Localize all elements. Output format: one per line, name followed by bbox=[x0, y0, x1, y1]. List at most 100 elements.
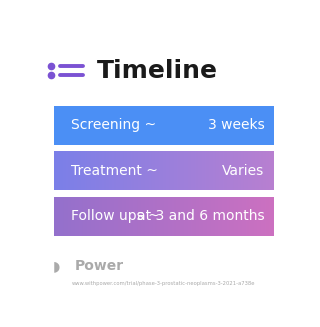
Bar bbox=[269, 106, 270, 145]
Bar bbox=[149, 106, 150, 145]
Bar bbox=[222, 106, 223, 145]
Bar bbox=[267, 106, 268, 145]
Bar bbox=[139, 197, 140, 236]
Bar bbox=[114, 197, 115, 236]
Bar bbox=[188, 151, 189, 190]
Bar bbox=[64, 106, 65, 145]
Bar bbox=[186, 106, 187, 145]
Text: Treatment ~: Treatment ~ bbox=[71, 164, 158, 178]
Bar bbox=[113, 151, 114, 190]
Bar bbox=[128, 151, 129, 190]
Bar bbox=[167, 106, 168, 145]
Bar bbox=[171, 197, 172, 236]
Bar bbox=[74, 197, 75, 236]
Bar bbox=[75, 151, 76, 190]
Bar bbox=[173, 106, 174, 145]
Bar bbox=[75, 106, 76, 145]
Bar bbox=[209, 106, 210, 145]
Bar bbox=[212, 151, 213, 190]
Bar bbox=[198, 151, 199, 190]
Bar bbox=[62, 197, 63, 236]
Bar bbox=[271, 151, 272, 190]
Bar bbox=[176, 197, 177, 236]
Bar bbox=[146, 151, 147, 190]
Bar bbox=[258, 197, 259, 236]
Bar bbox=[184, 151, 185, 190]
Bar bbox=[110, 151, 111, 190]
Bar bbox=[101, 106, 102, 145]
Bar bbox=[135, 197, 136, 236]
Bar bbox=[175, 151, 176, 190]
Bar bbox=[131, 151, 132, 190]
Bar bbox=[171, 106, 172, 145]
Bar bbox=[259, 151, 260, 190]
Bar bbox=[148, 151, 149, 190]
Bar bbox=[165, 197, 166, 236]
Bar bbox=[83, 197, 84, 236]
Bar bbox=[200, 197, 201, 236]
Bar bbox=[240, 106, 241, 145]
Bar bbox=[95, 151, 96, 190]
Bar bbox=[154, 106, 155, 145]
Bar bbox=[59, 106, 60, 145]
Bar bbox=[192, 106, 193, 145]
Bar bbox=[153, 106, 154, 145]
Bar bbox=[125, 106, 126, 145]
Bar bbox=[66, 106, 67, 145]
Bar bbox=[54, 106, 55, 145]
Bar bbox=[226, 197, 227, 236]
Bar bbox=[228, 106, 229, 145]
Bar bbox=[237, 106, 238, 145]
Bar bbox=[158, 197, 159, 236]
Bar bbox=[143, 106, 144, 145]
Bar bbox=[82, 197, 83, 236]
Bar bbox=[220, 106, 221, 145]
Bar bbox=[92, 197, 93, 236]
Bar bbox=[210, 151, 211, 190]
Bar bbox=[238, 197, 239, 236]
Bar bbox=[91, 106, 92, 145]
Bar bbox=[135, 106, 136, 145]
Bar bbox=[96, 151, 97, 190]
Bar bbox=[113, 197, 114, 236]
Bar bbox=[172, 106, 173, 145]
Bar bbox=[194, 106, 195, 145]
Bar bbox=[195, 151, 196, 190]
Bar bbox=[130, 197, 131, 236]
Bar bbox=[188, 197, 189, 236]
Text: at 3 and 6 months: at 3 and 6 months bbox=[137, 209, 264, 223]
Bar bbox=[272, 197, 273, 236]
Bar bbox=[258, 106, 259, 145]
Bar bbox=[216, 151, 217, 190]
Bar bbox=[137, 151, 138, 190]
Bar bbox=[257, 106, 258, 145]
Bar bbox=[58, 106, 59, 145]
Bar bbox=[189, 106, 190, 145]
Bar bbox=[204, 106, 205, 145]
Bar bbox=[207, 197, 208, 236]
Bar bbox=[244, 197, 245, 236]
Bar bbox=[60, 151, 61, 190]
Bar bbox=[253, 197, 254, 236]
Bar bbox=[229, 151, 230, 190]
Bar bbox=[136, 197, 137, 236]
Bar bbox=[246, 151, 247, 190]
Bar bbox=[224, 151, 225, 190]
Bar bbox=[164, 197, 165, 236]
Bar bbox=[243, 151, 244, 190]
Text: ◗: ◗ bbox=[52, 259, 60, 273]
Bar bbox=[134, 106, 135, 145]
Bar bbox=[160, 106, 161, 145]
Bar bbox=[60, 197, 61, 236]
Bar bbox=[161, 151, 162, 190]
Bar bbox=[58, 197, 59, 236]
Bar bbox=[218, 151, 219, 190]
Bar bbox=[236, 151, 237, 190]
Bar bbox=[187, 151, 188, 190]
Bar bbox=[245, 106, 246, 145]
Bar bbox=[207, 106, 208, 145]
Bar bbox=[73, 197, 74, 236]
Bar bbox=[215, 106, 216, 145]
Bar bbox=[181, 151, 182, 190]
Bar bbox=[199, 106, 200, 145]
